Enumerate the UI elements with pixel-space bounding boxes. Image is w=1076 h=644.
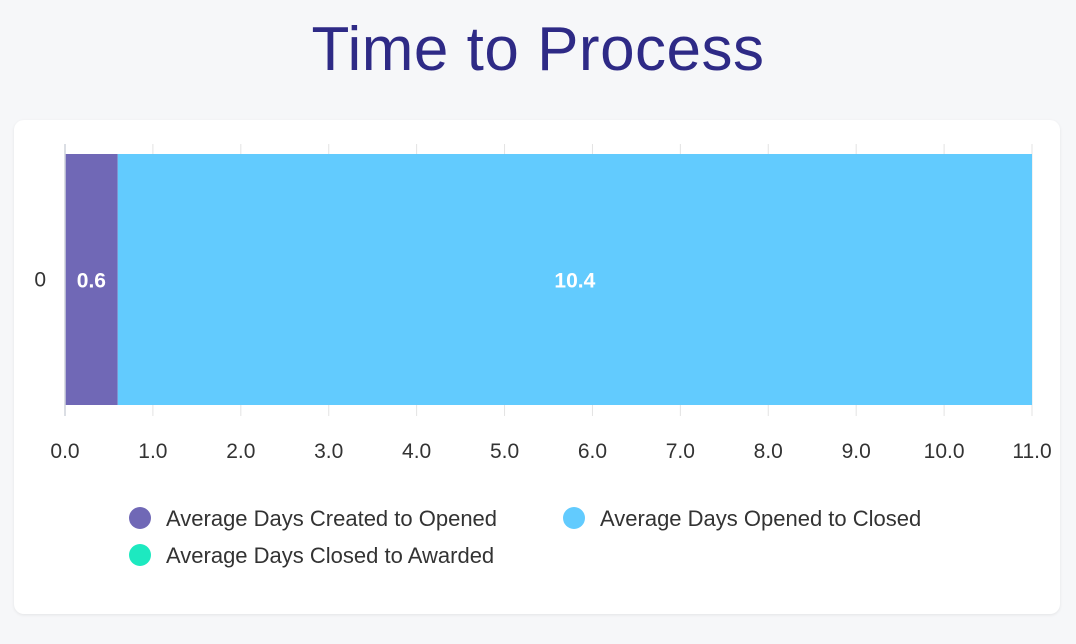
legend-swatch	[129, 544, 151, 566]
legend-label: Average Days Created to Opened	[166, 506, 497, 531]
legend-label: Average Days Opened to Closed	[600, 506, 921, 531]
legend-label: Average Days Closed to Awarded	[166, 543, 494, 568]
legend-item[interactable]: Average Days Opened to Closed	[563, 506, 921, 531]
axes: 0.0 1.0 2.0 3.0 4.0 5.0 6.0 7.0 8.0 9.0 10.0 11.0 0	[34, 144, 1052, 463]
legend-item[interactable]: Average Days Closed to Awarded	[129, 543, 494, 568]
legend-swatch	[563, 507, 585, 529]
x-tick-label: 11.0	[1012, 440, 1051, 463]
bar-value-label: 10.4	[554, 270, 595, 293]
bars	[65, 154, 1032, 405]
x-tick-label: 0.0	[50, 440, 79, 463]
x-tick-label: 7.0	[666, 440, 695, 463]
x-tick-label: 5.0	[490, 440, 519, 463]
x-tick-label: 9.0	[842, 440, 871, 463]
x-tick-label: 8.0	[754, 440, 783, 463]
x-tick-label: 6.0	[578, 440, 607, 463]
page-title: Time to Process	[311, 15, 765, 84]
legend-item[interactable]: Average Days Created to Opened	[129, 506, 497, 531]
bar-segment[interactable]	[117, 154, 1032, 405]
legend-swatch	[129, 507, 151, 529]
x-tick-label: 2.0	[226, 440, 255, 463]
legend: Average Days Created to Opened Average Da…	[129, 506, 921, 568]
x-tick-label: 1.0	[138, 440, 167, 463]
x-tick-label: 4.0	[402, 440, 431, 463]
bar-labels: 0.6 10.4	[77, 270, 596, 293]
y-category-label: 0	[34, 269, 46, 292]
time-to-process-chart: 0.0 1.0 2.0 3.0 4.0 5.0 6.0 7.0 8.0 9.0 10.0 11.00 …	[34, 144, 1052, 568]
bar-value-label: 0.6	[77, 270, 106, 293]
x-tick-label: 3.0	[314, 440, 343, 463]
bar-segment[interactable]	[65, 154, 118, 405]
chart-card: 0.0 1.0 2.0 3.0 4.0 5.0 6.0 7.0 8.0 9.0 10.0 11.0 0 …	[14, 120, 1060, 614]
x-tick-label: 10.0	[924, 440, 965, 463]
